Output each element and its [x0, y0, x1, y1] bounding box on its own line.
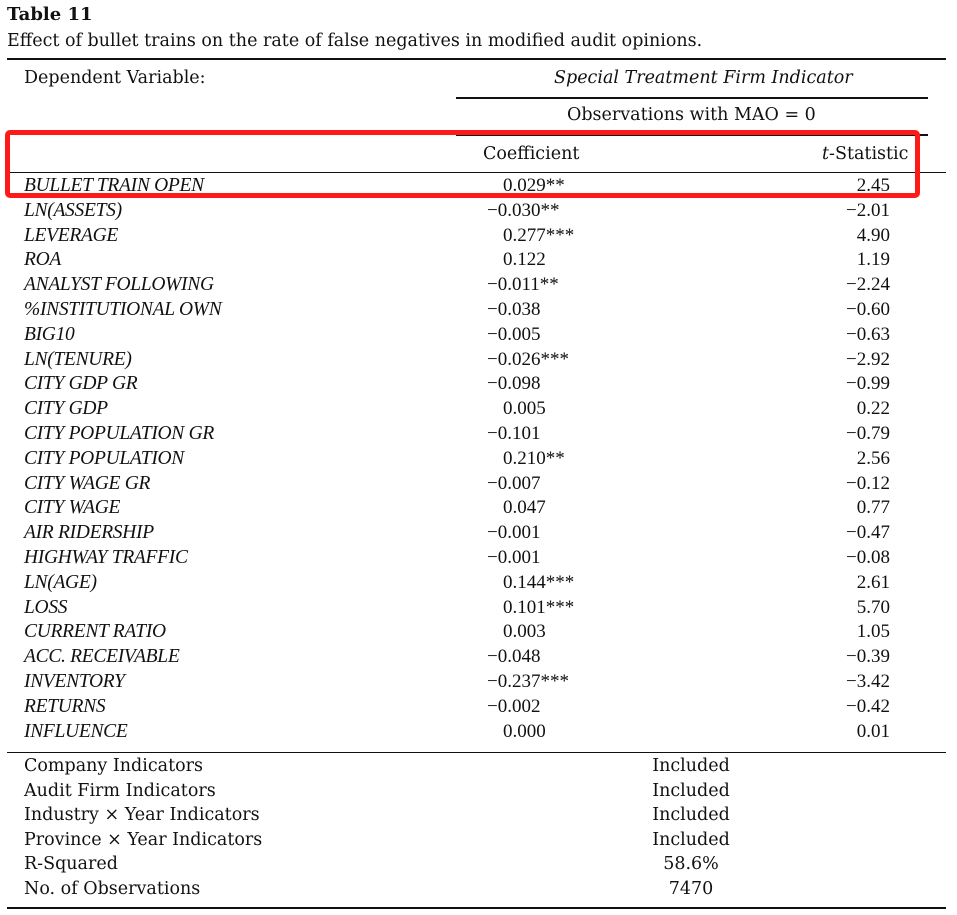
variable-name: CITY WAGE: [24, 497, 121, 519]
t-statistic-value: 0.77: [856, 497, 890, 519]
coefficient-value: 0.210**: [503, 447, 565, 469]
t-statistic-value: −0.08: [846, 547, 890, 568]
variable-name: %INSTITUTIONAL OWN: [24, 299, 222, 320]
t-statistic-value: 4.90: [856, 224, 890, 246]
t-statistic-value: 2.45: [856, 175, 890, 196]
coefficient-value: 0.029**: [503, 175, 565, 196]
coefficient-value: −0.237***: [487, 671, 569, 692]
sample-underline: [456, 134, 928, 136]
coefficient-value: −0.011**: [487, 274, 559, 296]
t-statistic-value: 2.56: [856, 447, 890, 469]
coefficient-value: −0.030**: [487, 199, 560, 221]
t-statistic-value: 0.01: [856, 720, 890, 742]
control-label: R-Squared: [24, 854, 118, 875]
variable-name: CITY GDP: [24, 398, 108, 420]
coefficient-value: 0.277***: [503, 224, 575, 246]
coefficient-value: −0.026***: [487, 348, 569, 370]
highlight-box: [5, 130, 920, 198]
t-statistic-value: −2.01: [846, 199, 890, 221]
variable-name: BIG10: [24, 323, 75, 345]
bottom-rule: [7, 907, 946, 909]
variable-name: AIR RIDERSHIP: [24, 522, 154, 544]
coefficient-value: 0.144***: [503, 571, 575, 593]
control-value: 7470: [668, 879, 714, 899]
t-statistic-value: −0.63: [846, 323, 890, 345]
control-value: Included: [652, 805, 730, 826]
t-statistic-value: −0.42: [846, 695, 890, 717]
variable-name: LEVERAGE: [24, 224, 118, 246]
dependent-underline: [456, 97, 928, 99]
control-label: Industry × Year Indicators: [24, 805, 260, 826]
table-label: Table 11: [7, 4, 93, 25]
variable-name: CITY GDP GR: [24, 373, 138, 395]
t-statistic-value: −0.47: [846, 522, 890, 544]
t-rest: -Statistic: [829, 144, 909, 164]
t-statistic-value: −3.42: [846, 671, 890, 692]
variable-name: LN(TENURE): [24, 348, 132, 370]
dependent-variable-label: Dependent Variable:: [24, 68, 206, 88]
coefficient-value: 0.101***: [503, 596, 575, 618]
t-statistic-value: 1.19: [856, 249, 890, 271]
coefficient-value: −0.001: [487, 547, 541, 568]
t-italic: t: [822, 144, 830, 164]
control-label: Province × Year Indicators: [24, 829, 263, 850]
variable-name: ANALYST FOLLOWING: [24, 274, 214, 296]
coefficient-value: −0.038: [487, 299, 541, 320]
controls-rule: [7, 752, 946, 753]
header-rule: [7, 172, 946, 173]
column-header-coefficient: Coefficient: [483, 144, 580, 164]
top-rule: [7, 58, 946, 60]
variable-name: INFLUENCE: [24, 720, 128, 742]
variable-name: HIGHWAY TRAFFIC: [24, 547, 188, 568]
t-statistic-value: 1.05: [856, 621, 890, 643]
coefficient-value: 0.005: [503, 398, 546, 420]
coefficient-value: −0.101: [487, 423, 541, 444]
control-label: No. of Observations: [24, 879, 201, 899]
coefficient-value: 0.122: [503, 249, 546, 271]
control-value: Included: [652, 780, 730, 801]
table-caption: Effect of bullet trains on the rate of f…: [7, 31, 703, 51]
variable-name: RETURNS: [24, 695, 106, 717]
coefficient-value: 0.000: [503, 720, 546, 742]
coefficient-value: 0.047: [503, 497, 546, 519]
coefficient-value: −0.001: [487, 522, 541, 544]
t-statistic-value: 2.61: [856, 571, 890, 593]
t-statistic-value: −0.60: [846, 299, 890, 320]
t-statistic-value: −0.12: [846, 472, 890, 494]
dependent-variable-value: Special Treatment Firm Indicator: [554, 68, 853, 88]
coefficient-value: −0.002: [487, 695, 541, 717]
sample-label: Observations with MAO = 0: [567, 105, 816, 125]
coefficient-value: −0.007: [487, 472, 541, 494]
variable-name: CITY POPULATION GR: [24, 423, 214, 444]
coefficient-value: −0.005: [487, 323, 541, 345]
coefficient-value: 0.003: [503, 621, 546, 643]
variable-name: ACC. RECEIVABLE: [24, 646, 180, 668]
t-statistic-value: −0.99: [846, 373, 890, 395]
t-statistic-value: −0.39: [846, 646, 890, 668]
t-statistic-value: −2.24: [846, 274, 890, 296]
control-value: 58.6%: [663, 854, 719, 875]
column-header-t-statistic: t-Statistic: [822, 144, 908, 164]
t-statistic-value: −2.92: [846, 348, 890, 370]
control-label: Company Indicators: [24, 756, 204, 776]
coefficient-value: −0.048: [487, 646, 541, 668]
variable-name: BULLET TRAIN OPEN: [24, 175, 204, 196]
control-label: Audit Firm Indicators: [24, 780, 216, 801]
variable-name: INVENTORY: [24, 671, 125, 692]
variable-name: CITY POPULATION: [24, 447, 185, 469]
control-value: Included: [652, 756, 730, 776]
coefficient-value: −0.098: [487, 373, 541, 395]
t-statistic-value: −0.79: [846, 423, 890, 444]
variable-name: LN(ASSETS): [24, 199, 122, 221]
variable-name: LN(AGE): [24, 571, 97, 593]
variable-name: ROA: [24, 249, 62, 271]
control-value: Included: [652, 829, 730, 850]
variable-name: CITY WAGE GR: [24, 472, 151, 494]
t-statistic-value: 0.22: [856, 398, 890, 420]
variable-name: LOSS: [24, 596, 68, 618]
variable-name: CURRENT RATIO: [24, 621, 166, 643]
t-statistic-value: 5.70: [856, 596, 890, 618]
